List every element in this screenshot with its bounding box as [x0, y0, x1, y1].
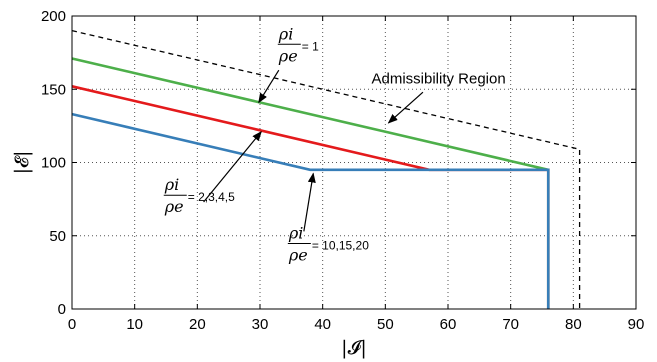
annotation-ratio: ρi ρe = 2,3,4,5 — [163, 175, 235, 216]
series-group — [71, 30, 581, 309]
ratio-numerator: ρi — [288, 224, 304, 243]
x-tick-label: 30 — [252, 316, 269, 333]
y-axis-label: |𝓔| — [11, 151, 33, 175]
x-tick-label: 20 — [189, 316, 206, 333]
y-tick-label: 0 — [58, 301, 66, 318]
annotation-arrow — [303, 172, 316, 232]
ratio-numerator: ρi — [164, 175, 180, 194]
x-tick-label: 60 — [440, 316, 457, 333]
y-tick-label: 100 — [41, 155, 66, 172]
annotations-group: ρi ρe = 1 Admissibility Region ρi ρe = 2,3,4,5… — [163, 24, 506, 265]
ratio-denominator: ρe — [164, 197, 184, 216]
series-line-2 — [71, 57, 550, 309]
x-axis-label: |𝓘| — [341, 337, 367, 359]
y-tick-label: 200 — [41, 8, 66, 25]
series-line-3 — [71, 85, 550, 309]
ratio-value: = 10,15,20 — [312, 239, 369, 253]
ticks-group: 0 10 20 30 40 50 60 70 80 90 0 50 100 150 200 — [41, 8, 644, 333]
series-line-1 — [71, 30, 581, 309]
x-tick-label: 70 — [502, 316, 519, 333]
ratio-value: = 2,3,4,5 — [188, 190, 235, 204]
x-tick-label: 0 — [68, 316, 76, 333]
y-tick-label: 150 — [41, 81, 66, 98]
annotation-arrow — [203, 130, 262, 203]
x-tick-label: 80 — [565, 316, 582, 333]
annotation-ratio: ρi ρe = 10,15,20 — [287, 224, 369, 265]
x-tick-label: 10 — [126, 316, 143, 333]
x-tick-label: 40 — [314, 316, 331, 333]
annotation-arrow — [258, 69, 280, 104]
series-line-4 — [71, 112, 550, 309]
ratio-denominator: ρe — [278, 46, 298, 65]
x-tick-label: 50 — [377, 316, 394, 333]
x-tick-label: 90 — [628, 316, 645, 333]
annotation-ratio: ρi ρe = 1 — [277, 24, 319, 65]
y-tick-label: 50 — [49, 228, 66, 245]
annotation-label: Admissibility Region — [371, 70, 505, 87]
ratio-denominator: ρe — [288, 246, 308, 265]
annotation-arrow — [387, 91, 424, 124]
grid — [72, 16, 636, 309]
ratio-value: = 1 — [302, 39, 319, 53]
ratio-numerator: ρi — [278, 24, 294, 43]
